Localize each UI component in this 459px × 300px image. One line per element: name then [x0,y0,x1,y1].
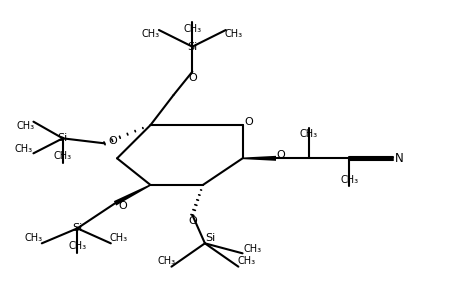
Text: CH₃: CH₃ [68,241,86,251]
Text: CH₃: CH₃ [243,244,261,254]
Text: CH₃: CH₃ [237,256,255,266]
Polygon shape [242,156,275,161]
Text: N: N [394,152,403,165]
Text: Si: Si [187,42,197,52]
Text: CH₃: CH₃ [183,24,201,34]
Text: CH₃: CH₃ [339,175,358,185]
Text: CH₃: CH₃ [224,29,242,39]
Text: Si: Si [72,223,82,233]
Text: CH₃: CH₃ [14,144,33,154]
Text: CH₃: CH₃ [110,233,128,243]
Text: CH₃: CH₃ [54,151,72,161]
Text: O: O [276,150,285,160]
Text: CH₃: CH₃ [299,129,317,139]
Text: CH₃: CH₃ [17,121,34,131]
Text: CH₃: CH₃ [157,256,175,266]
Text: Si: Si [204,233,214,243]
Text: O: O [108,136,117,146]
Text: O: O [244,117,252,127]
Text: CH₃: CH₃ [141,29,160,39]
Text: CH₃: CH₃ [25,233,43,243]
Polygon shape [114,184,151,206]
Text: Si: Si [57,133,68,143]
Text: O: O [188,73,196,83]
Text: O: O [118,201,127,211]
Text: O: O [188,216,196,226]
